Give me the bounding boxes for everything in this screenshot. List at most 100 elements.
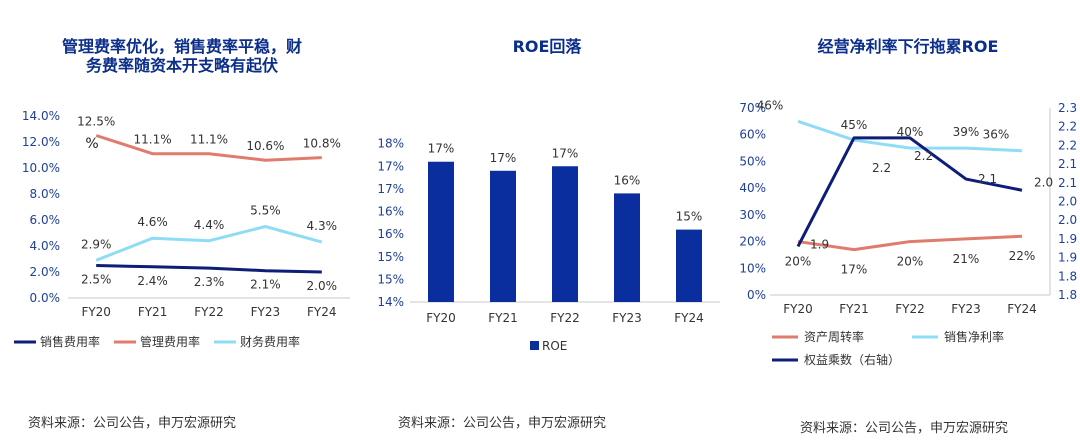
chart3-title: 经营净利率下行拖累ROE bbox=[818, 37, 999, 56]
chart2-legend-label: ROE bbox=[542, 339, 567, 353]
chart3-data-label: 2.2 bbox=[872, 161, 891, 175]
chart2-data-label: 17% bbox=[552, 146, 579, 160]
chart2-x-tick-label: FY21 bbox=[488, 311, 518, 325]
chart2-bar bbox=[490, 170, 516, 302]
chart3-data-label: 2.2 bbox=[914, 149, 933, 163]
chart1-source-note: 资料来源：公司公告，申万宏源研究 bbox=[28, 416, 236, 431]
chart3-x-tick-label: FY23 bbox=[951, 302, 981, 316]
chart1-data-label: 10.6% bbox=[246, 139, 284, 153]
chart1-y-tick-label: 8.0% bbox=[30, 187, 61, 201]
chart3-y2-tick-label: 2.0 bbox=[1058, 195, 1077, 209]
chart1-series-line bbox=[96, 264, 322, 274]
chart2-data-label: 17% bbox=[428, 142, 455, 156]
chart3-y2-tick-label: 1.8 bbox=[1058, 288, 1077, 302]
chart3-data-label: 21% bbox=[953, 252, 980, 266]
chart2-title: ROE回落 bbox=[513, 37, 583, 56]
chart1-data-label: 4.6% bbox=[137, 215, 168, 229]
chart1-y-tick-label: 4.0% bbox=[30, 239, 61, 253]
chart3-y2-tick-label: 1.8 bbox=[1058, 269, 1077, 283]
chart1-legend-label: 管理费用率 bbox=[140, 334, 200, 349]
chart1-legend-label: 销售费用率 bbox=[40, 334, 100, 349]
chart2-bar bbox=[552, 166, 578, 302]
chart1-data-label: 11.1% bbox=[134, 133, 172, 147]
chart2-data-label: 16% bbox=[614, 173, 641, 187]
chart1-data-label: 2.4% bbox=[137, 274, 168, 288]
chart2-y-tick-label: 16% bbox=[377, 227, 404, 241]
chart2-x-tick-label: FY20 bbox=[426, 311, 456, 325]
chart3-data-label: 36% bbox=[983, 128, 1010, 142]
chart3-y-tick-label: 10% bbox=[739, 261, 766, 275]
chart2-source-note: 资料来源：公司公告，申万宏源研究 bbox=[398, 416, 606, 431]
chart3-data-label: 20% bbox=[785, 255, 812, 269]
chart3-y-tick-label: 0% bbox=[747, 288, 766, 302]
chart3-y2-tick-label: 2.2 bbox=[1058, 138, 1077, 152]
chart1-legend-label: 财务费用率 bbox=[240, 334, 300, 349]
chart3-data-label: 45% bbox=[841, 118, 868, 132]
chart3-series-line bbox=[797, 234, 1023, 252]
chart3-legend-label: 销售净利率 bbox=[944, 329, 1004, 344]
chart3-y-tick-label: 40% bbox=[739, 181, 766, 195]
chart1-data-label: 10.8% bbox=[303, 137, 341, 151]
chart1-y-tick-label: 2.0% bbox=[30, 265, 61, 279]
chart3-y2-tick-label: 1.9 bbox=[1058, 251, 1077, 265]
chart2-x-tick-label: FY24 bbox=[674, 311, 704, 325]
chart1-data-label: 2.9% bbox=[81, 237, 112, 251]
chart1-data-label: 4.3% bbox=[307, 219, 338, 233]
chart1-data-label: 2.3% bbox=[194, 275, 225, 289]
chart3-y2-tick-label: 2.2 bbox=[1058, 120, 1077, 134]
chart2-y-tick-label: 15% bbox=[377, 250, 404, 264]
chart3-x-tick-label: FY24 bbox=[1007, 302, 1037, 316]
chart3-y-tick-label: 70% bbox=[739, 101, 766, 115]
chart1-x-tick-label: FY21 bbox=[138, 305, 168, 319]
chart3-data-label: 22% bbox=[1009, 249, 1036, 263]
chart3-y2-tick-label: 2.1 bbox=[1058, 157, 1077, 171]
chart2-y-tick-label: 18% bbox=[377, 137, 404, 151]
chart3-legend-label: 权益乘数（右轴） bbox=[804, 352, 900, 367]
chart1-x-tick-label: FY23 bbox=[251, 305, 281, 319]
chart1-y-tick-label: 14.0% bbox=[22, 109, 60, 123]
chart2-data-label: 17% bbox=[490, 151, 517, 165]
chart3-data-label: 46% bbox=[757, 98, 784, 112]
chart3-series-line bbox=[797, 119, 1023, 153]
chart2-y-tick-label: 17% bbox=[377, 182, 404, 196]
chart3-series-line bbox=[796, 136, 1023, 248]
chart1-x-tick-label: FY22 bbox=[194, 305, 224, 319]
chart3-data-label: 39% bbox=[953, 125, 980, 139]
chart2-y-tick-label: 15% bbox=[377, 272, 404, 286]
chart1-data-label: 11.1% bbox=[190, 133, 228, 147]
chart3-y2-tick-label: 2.0 bbox=[1058, 213, 1077, 227]
chart1-data-label: 2.0% bbox=[307, 279, 338, 293]
chart2-y-tick-label: 14% bbox=[377, 295, 404, 309]
chart2-legend-swatch bbox=[530, 341, 539, 350]
chart3-x-tick-label: FY22 bbox=[895, 302, 925, 316]
chart3-legend-label: 资产周转率 bbox=[804, 329, 864, 344]
chart3-data-label: 40% bbox=[897, 125, 924, 139]
chart1-stray-label: % bbox=[85, 136, 98, 152]
chart1-data-label: 12.5% bbox=[77, 115, 115, 129]
chart2-data-label: 15% bbox=[676, 210, 703, 224]
chart1-y-tick-label: 10.0% bbox=[22, 161, 60, 175]
chart2-x-tick-label: FY22 bbox=[550, 311, 580, 325]
chart2-bar bbox=[614, 193, 640, 302]
chart3-data-label: 1.9 bbox=[810, 237, 829, 251]
chart3-x-tick-label: FY21 bbox=[839, 302, 869, 316]
chart3-y-tick-label: 60% bbox=[739, 128, 766, 142]
chart3-data-label: 20% bbox=[897, 255, 924, 269]
chart1-title-line: 管理费率优化，销售费率平稳，财 bbox=[62, 37, 302, 56]
chart1-x-tick-label: FY24 bbox=[307, 305, 337, 319]
chart1-data-label: 5.5% bbox=[250, 204, 281, 218]
chart2-y-tick-label: 16% bbox=[377, 205, 404, 219]
chart3-data-label: 17% bbox=[841, 263, 868, 277]
chart2-x-tick-label: FY23 bbox=[612, 311, 642, 325]
chart3-y-tick-label: 50% bbox=[739, 154, 766, 168]
chart2-y-tick-label: 17% bbox=[377, 159, 404, 173]
chart2-bar bbox=[676, 229, 702, 302]
chart3-x-tick-label: FY20 bbox=[783, 302, 813, 316]
chart3-y2-tick-label: 2.3 bbox=[1058, 101, 1077, 115]
chart1-y-tick-label: 12.0% bbox=[22, 135, 60, 149]
chart1-y-tick-label: 6.0% bbox=[30, 213, 61, 227]
chart3-y-tick-label: 30% bbox=[739, 208, 766, 222]
chart3-y2-tick-label: 1.9 bbox=[1058, 232, 1077, 246]
chart2-bar bbox=[428, 161, 454, 302]
